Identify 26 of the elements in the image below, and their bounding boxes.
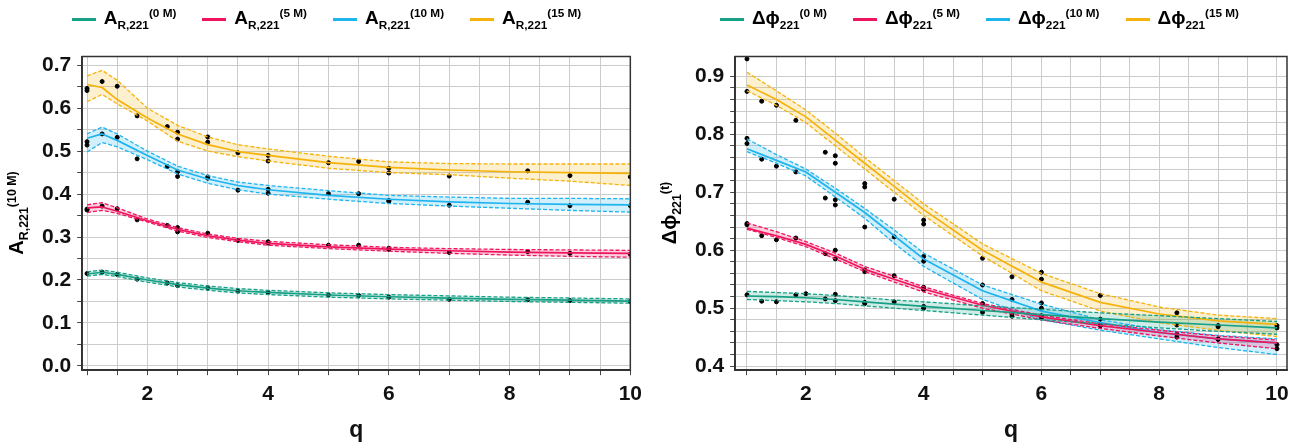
- y-tick-label: 0.6: [41, 94, 72, 118]
- x-tick-label: 8: [1153, 380, 1166, 404]
- y-tick-label: 0.9: [694, 63, 725, 87]
- x-tick-label: 2: [141, 380, 154, 404]
- x-tick-label: 2: [800, 380, 812, 404]
- x-tick-label: 6: [383, 380, 395, 404]
- x-tick-label: 4: [917, 380, 930, 404]
- x-axis-title: q: [349, 415, 364, 442]
- y-tick-label: 0.7: [41, 51, 72, 75]
- y-tick-label: 0.5: [694, 294, 725, 318]
- y-tick-label: 0.7: [694, 179, 725, 203]
- y-tick-label: 0.5: [41, 137, 72, 161]
- x-tick-label: 10: [618, 380, 642, 404]
- y-tick-label: 0.4: [41, 180, 72, 204]
- y-tick-label: 0.8: [694, 121, 725, 145]
- x-tick-label: 8: [503, 380, 516, 404]
- y-tick-label: 0.1: [41, 309, 72, 333]
- y-tick-label: 0.2: [41, 266, 72, 290]
- y-tick-label: 0.3: [41, 223, 72, 247]
- y-tick-label: 0.0: [41, 352, 72, 376]
- y-tick-label: 0.6: [694, 237, 725, 261]
- x-tick-label: 10: [1265, 380, 1289, 404]
- x-tick-label: 4: [262, 380, 275, 404]
- x-tick-label: 6: [1035, 380, 1048, 404]
- y-tick-label: 0.4: [694, 352, 725, 376]
- x-axis-title: q: [1004, 415, 1019, 442]
